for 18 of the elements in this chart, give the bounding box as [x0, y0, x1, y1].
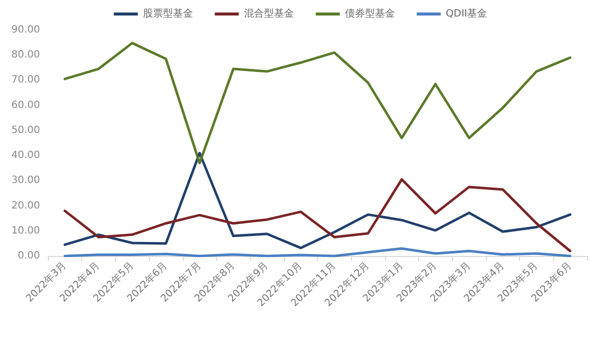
y-tick-label: 70.00 [11, 74, 40, 86]
legend-label: 混合型基金 [244, 8, 294, 20]
y-tick-label: 50.00 [11, 124, 40, 136]
y-tick-label: 20.00 [11, 200, 40, 212]
line-series [64, 42, 572, 164]
y-tick-label: 10.00 [11, 225, 40, 236]
y-tick-label: 30.00 [11, 175, 40, 186]
legend-label: 债券型基金 [344, 8, 395, 20]
legend-label: 股票型基金 [142, 8, 193, 20]
legend-label: QDII基金 [446, 8, 488, 20]
y-tick-label: 80.00 [11, 50, 40, 61]
y-tick-label: 90.00 [11, 24, 40, 36]
line-series [64, 152, 572, 250]
y-tick-label: 0.00 [18, 250, 40, 262]
y-tick-label: 40.00 [11, 150, 40, 162]
line-series [64, 247, 572, 258]
line-series [64, 178, 572, 252]
y-tick-label: 60.00 [11, 100, 40, 111]
